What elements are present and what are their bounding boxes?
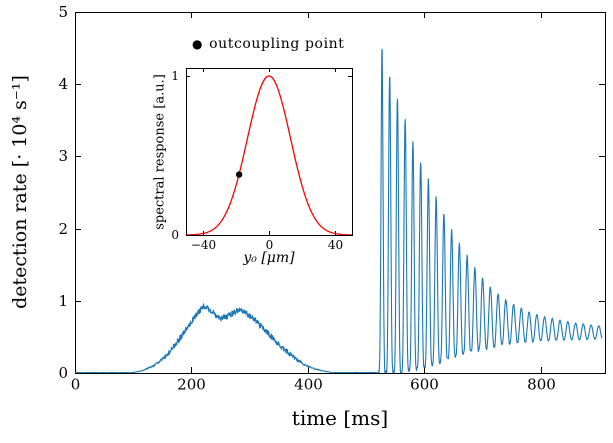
legend-marker-icon: ● xyxy=(192,37,204,51)
legend-label: outcoupling point xyxy=(209,36,345,52)
y-axis-label: detection rate [· 10⁴ s⁻¹] xyxy=(9,75,31,309)
inset-y-axis-label: spectral response [a.u.] xyxy=(152,74,168,230)
x-axis-label: time [ms] xyxy=(291,406,389,430)
inset-x-axis-label: y₀ [μm] xyxy=(243,250,295,266)
inset-legend: ● outcoupling point xyxy=(192,36,345,52)
